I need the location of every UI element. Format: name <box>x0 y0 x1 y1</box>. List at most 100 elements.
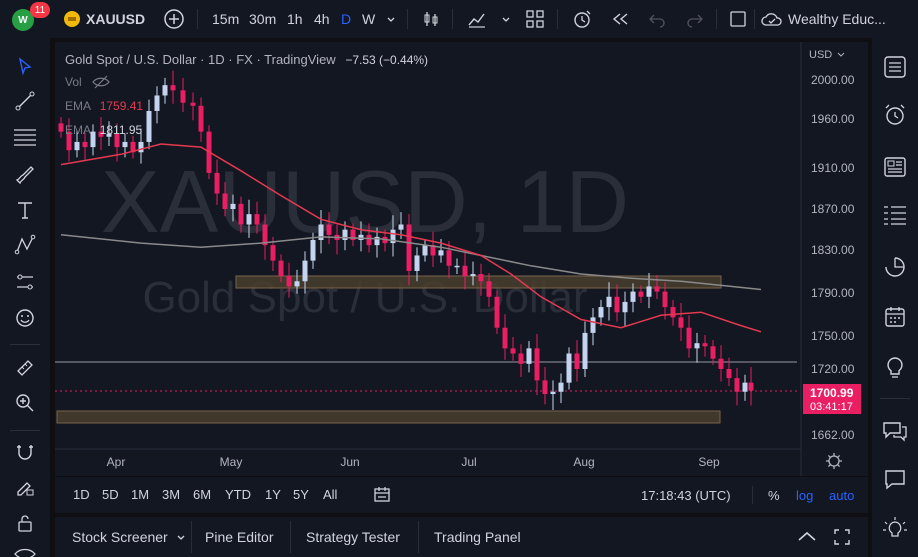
lock-tool[interactable] <box>9 509 41 537</box>
range-1d[interactable]: 1D <box>73 487 90 502</box>
percent-label: % <box>768 487 780 503</box>
magnet-icon <box>17 445 33 460</box>
avatar-initials: W <box>18 14 28 26</box>
layout-button[interactable] <box>525 0 545 38</box>
layout-grid-icon <box>526 10 544 28</box>
symbol-search[interactable]: XAUUSD <box>64 0 145 38</box>
account-menu[interactable]: Wealthy Educ... <box>760 0 886 38</box>
candle-body <box>598 307 604 318</box>
text-tool[interactable] <box>9 196 41 224</box>
chats-button[interactable] <box>880 416 910 446</box>
bottom-panel: Stock Screener Pine Editor Strategy Test… <box>55 517 868 557</box>
fullscreen-button[interactable] <box>729 0 747 38</box>
range-6m[interactable]: 6M <box>193 487 212 502</box>
interval-30m[interactable]: 30m <box>249 0 276 38</box>
maximize-panel-button[interactable] <box>833 517 851 557</box>
ideas-button[interactable] <box>880 353 910 383</box>
log-scale-toggle[interactable]: log <box>796 477 813 513</box>
utc-clock[interactable]: 17:18:43 (UTC) <box>641 477 731 513</box>
symbol-label: XAUUSD <box>86 11 146 27</box>
auto-scale-toggle[interactable]: auto <box>829 477 854 513</box>
plus-circle-icon <box>164 9 184 29</box>
range-ytd[interactable]: YTD <box>225 487 251 502</box>
ema-slow-legend[interactable]: EMA 1811.95 <box>65 123 142 137</box>
range-5y[interactable]: 5Y <box>293 487 309 502</box>
interval-dropdown[interactable] <box>386 0 396 38</box>
candle-body <box>694 343 700 349</box>
candle-body <box>430 245 436 256</box>
chart-settings-button[interactable] <box>826 453 842 469</box>
help-button[interactable] <box>880 514 910 544</box>
range-1m[interactable]: 1M <box>131 487 150 502</box>
expand-panel-button[interactable] <box>796 517 818 557</box>
candle-body <box>734 378 740 392</box>
tab-stock-screener[interactable]: Stock Screener <box>72 517 186 557</box>
calendar-button[interactable] <box>880 302 910 332</box>
brush-tool[interactable] <box>9 160 41 188</box>
range-all[interactable]: All <box>323 487 338 502</box>
zoom-tool[interactable] <box>9 389 41 417</box>
ema-slow-value: 1811.95 <box>99 123 143 137</box>
time-axis-label: Jul <box>461 455 476 469</box>
add-symbol-button[interactable] <box>163 0 185 38</box>
support-zone[interactable] <box>56 410 721 424</box>
interval-w[interactable]: W <box>362 0 375 38</box>
watchlist-button[interactable] <box>880 52 910 82</box>
date-range-button[interactable] <box>373 486 391 507</box>
candle-body <box>470 274 476 277</box>
redo-button[interactable] <box>686 0 704 38</box>
indicators-button[interactable] <box>466 0 488 38</box>
indicators-dropdown[interactable] <box>501 0 511 38</box>
watermark-symbol: XAUUSD, 1D <box>101 152 629 251</box>
currency-label[interactable]: USD <box>809 49 832 61</box>
interval-15m[interactable]: 15m <box>212 0 239 38</box>
user-avatar[interactable]: W <box>12 9 34 31</box>
undo-button[interactable] <box>648 0 666 38</box>
tab-pine-editor[interactable]: Pine Editor <box>205 517 273 557</box>
candle-body <box>574 353 580 369</box>
interval-label: D <box>341 11 352 27</box>
replay-button[interactable] <box>610 0 630 38</box>
hide-drawings-tool[interactable] <box>9 540 41 557</box>
candle-body <box>98 131 104 137</box>
tab-trading-panel[interactable]: Trading Panel <box>434 517 521 557</box>
forecast-icon <box>17 274 33 290</box>
icon-tool[interactable] <box>9 304 41 332</box>
volume-legend[interactable]: Vol <box>65 75 110 89</box>
news-button[interactable] <box>880 152 910 182</box>
hotlists-button[interactable] <box>880 252 910 282</box>
messages-button[interactable] <box>880 464 910 494</box>
fib-tool[interactable] <box>9 123 41 151</box>
range-5d[interactable]: 5D <box>102 487 119 502</box>
interval-d[interactable]: D <box>341 0 351 38</box>
tab-strategy-tester[interactable]: Strategy Tester <box>306 517 400 557</box>
range-1y[interactable]: 1Y <box>265 487 281 502</box>
ema-fast-legend[interactable]: EMA 1759.41 <box>65 99 143 113</box>
candle-body <box>318 224 324 240</box>
cursor-tool[interactable] <box>9 52 41 80</box>
data-window-button[interactable] <box>880 200 910 230</box>
interval-1h[interactable]: 1h <box>287 0 303 38</box>
price-chart[interactable]: XAUUSD, 1D Gold Spot / U.S. Dollar USD 2… <box>55 42 868 476</box>
pattern-tool[interactable] <box>9 231 41 259</box>
magnet-tool[interactable] <box>9 438 41 466</box>
measure-tool[interactable] <box>9 354 41 382</box>
candle-body <box>422 245 428 256</box>
range-3m[interactable]: 3M <box>162 487 181 502</box>
ema-fast-value: 1759.41 <box>99 99 144 113</box>
candle-body <box>622 301 628 313</box>
candle-body <box>214 172 220 194</box>
trend-line-tool[interactable] <box>9 87 41 115</box>
drawing-mode-tool[interactable] <box>9 473 41 501</box>
candle-body <box>74 141 80 151</box>
forecast-tool[interactable] <box>9 268 41 296</box>
chart-pane[interactable]: XAUUSD, 1D Gold Spot / U.S. Dollar USD 2… <box>55 42 868 476</box>
interval-label: W <box>362 11 376 27</box>
percent-scale-toggle[interactable]: % <box>768 477 780 513</box>
alert-button[interactable] <box>571 0 593 38</box>
alarm-clock-icon <box>885 104 905 125</box>
chart-type-button[interactable] <box>421 0 441 38</box>
alerts-panel-button[interactable] <box>880 100 910 130</box>
candle-body <box>170 85 176 91</box>
interval-4h[interactable]: 4h <box>314 0 330 38</box>
